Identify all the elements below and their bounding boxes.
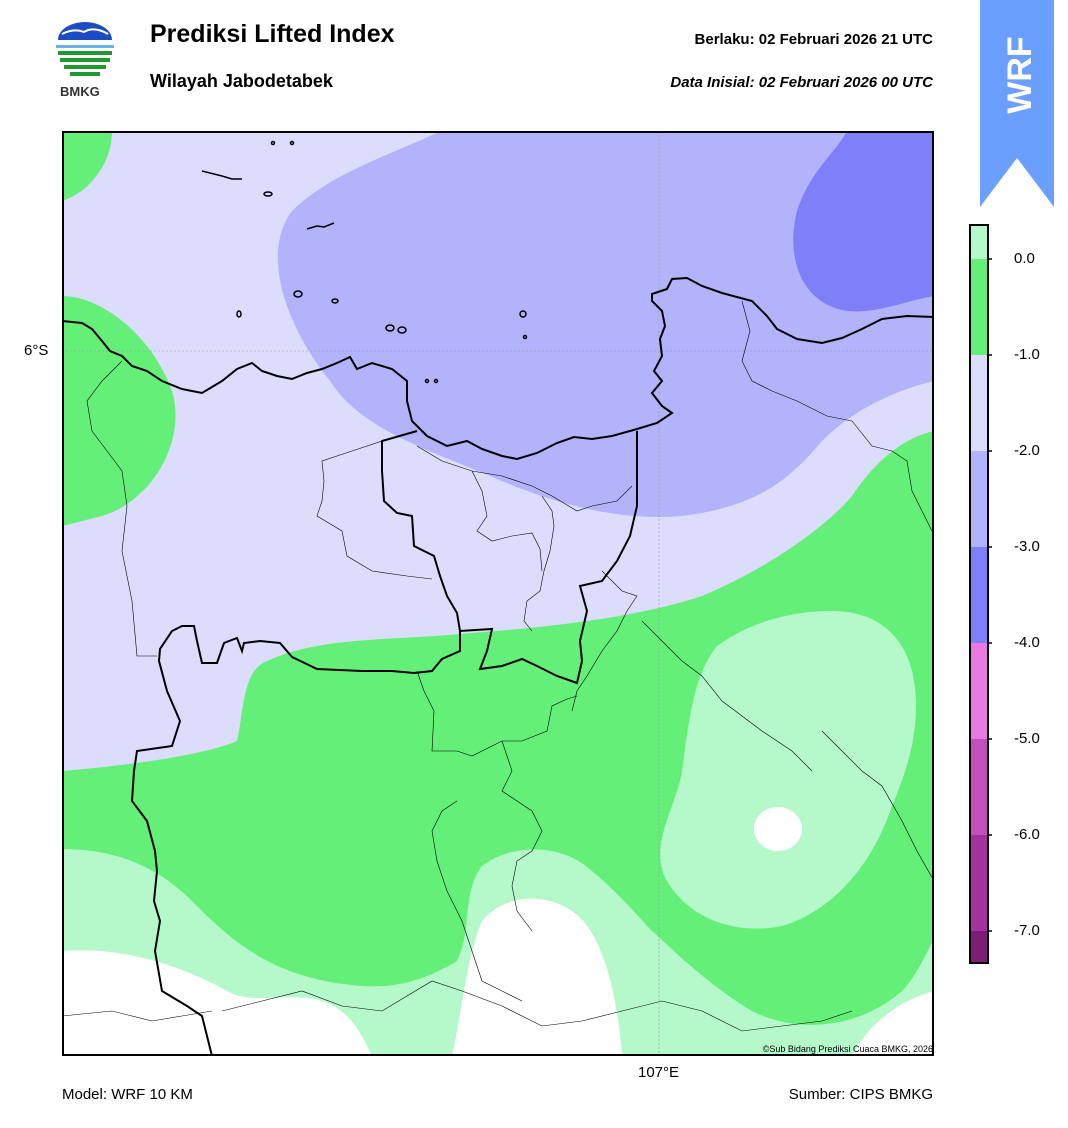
latitude-label: 6°S: [24, 342, 49, 359]
coastline: [62, 276, 934, 461]
lifted-index-map: [62, 131, 934, 1056]
init-time: Data Inisial: 02 Februari 2026 00 UTC: [670, 74, 933, 91]
zone-white-south: [62, 950, 372, 1056]
map-subtitle: Wilayah Jabodetabek: [150, 71, 333, 91]
model-info: Model: WRF 10 KM: [62, 1086, 193, 1103]
colorbar-tick-label: -1.0: [1014, 346, 1040, 363]
longitude-label: 107°E: [638, 1064, 680, 1081]
colorbar-segment: [970, 643, 988, 739]
colorbar-tick-label: 0.0: [1014, 250, 1035, 267]
west-province-boundary: [130, 625, 461, 1056]
colorbar-tick-label: -6.0: [1014, 826, 1040, 843]
logo-text: BMKG: [60, 84, 100, 99]
bmkg-logo: [54, 20, 116, 86]
valid-time: Berlaku: 02 Februari 2026 21 UTC: [694, 31, 933, 48]
colorbar-segment: [970, 835, 988, 931]
colorbar-segment: [970, 355, 988, 451]
colorbar-tick-label: -2.0: [1014, 442, 1040, 459]
zone-mint-east: [660, 611, 917, 929]
colorbar-tick-label: -4.0: [1014, 634, 1040, 651]
map-title: Prediksi Lifted Index: [150, 20, 395, 48]
colorbar-tick-label: -7.0: [1014, 922, 1040, 939]
islands: [201, 140, 528, 384]
zone-blue: [793, 131, 934, 312]
source-info: Sumber: CIPS BMKG: [788, 1086, 933, 1103]
colorbar-segment: [970, 225, 988, 259]
wrf-badge-text: WRF: [1000, 36, 1039, 114]
colorbar-segment: [970, 259, 988, 355]
zone-white-center: [452, 898, 622, 1056]
colorbar-segment: [970, 451, 988, 547]
colorbar: [969, 224, 992, 964]
province-boundary: [381, 430, 638, 685]
map-frame: [62, 131, 934, 1056]
zone-white-east: [754, 807, 802, 851]
colorbar-segment: [970, 931, 988, 963]
colorbar-segment: [970, 547, 988, 643]
colorbar-tick-label: -5.0: [1014, 730, 1040, 747]
copyright-note: ©Sub Bidang Prediksi Cuaca BMKG, 2026: [762, 1044, 933, 1054]
zone-white-southeast: [852, 991, 934, 1056]
zone-light-blue: [277, 131, 934, 517]
colorbar-frame: [969, 224, 989, 964]
bmkg-logo-icon: [56, 22, 114, 76]
wrf-badge: [980, 0, 1054, 207]
zone-green-left: [62, 296, 176, 526]
colorbar-segment: [970, 739, 988, 835]
district-boundaries: [62, 300, 934, 1032]
zone-green-topleft: [62, 131, 112, 201]
colorbar-tick-label: -3.0: [1014, 538, 1040, 555]
